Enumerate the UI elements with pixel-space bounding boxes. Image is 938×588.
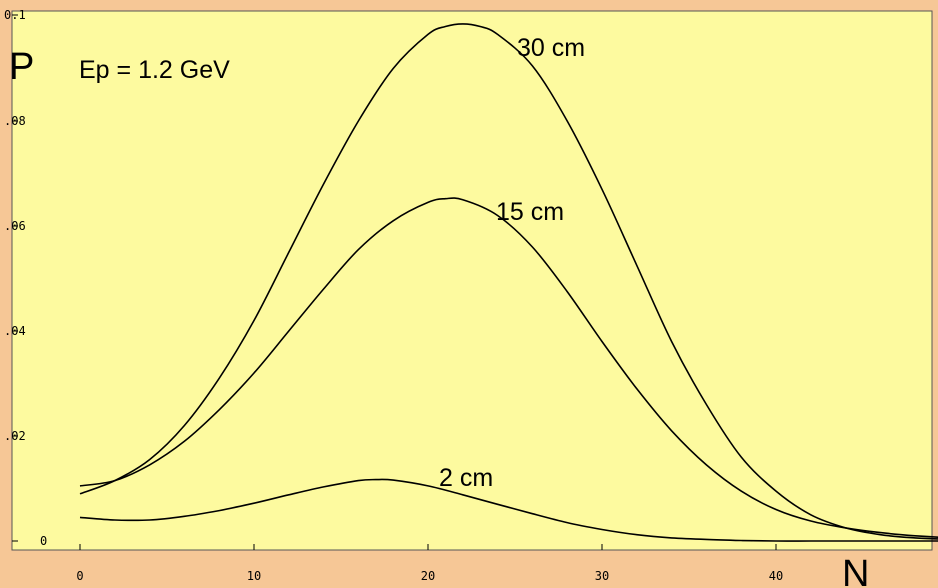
y-tick-label-4: .08 xyxy=(4,114,26,128)
x-tick-label-30: 30 xyxy=(595,569,609,583)
x-tick-label-40: 40 xyxy=(769,569,783,583)
x-tick-label-20: 20 xyxy=(421,569,435,583)
y-axis-label: P xyxy=(9,46,34,88)
series-label-15-cm: 15 cm xyxy=(496,198,564,226)
y-tick-label-1: .02 xyxy=(4,429,26,443)
annotation-ep: Ep = 1.2 GeV xyxy=(79,56,230,84)
series-line-30-cm xyxy=(79,23,938,540)
plot-area xyxy=(11,10,933,551)
series-line-2-cm xyxy=(79,478,938,542)
x-axis-label: N xyxy=(842,553,869,588)
y-tick-label-0: 0 xyxy=(40,534,47,548)
y-tick-label-3: .06 xyxy=(4,219,26,233)
x-tick-label-0: 0 xyxy=(76,569,83,583)
series-label-2-cm: 2 cm xyxy=(439,464,493,492)
y-tick-label-5: 0.1 xyxy=(4,8,26,22)
series-line-15-cm xyxy=(79,197,938,538)
y-tick-label-2: .04 xyxy=(4,324,26,338)
series-label-30-cm: 30 cm xyxy=(517,34,585,62)
x-tick-label-10: 10 xyxy=(247,569,261,583)
